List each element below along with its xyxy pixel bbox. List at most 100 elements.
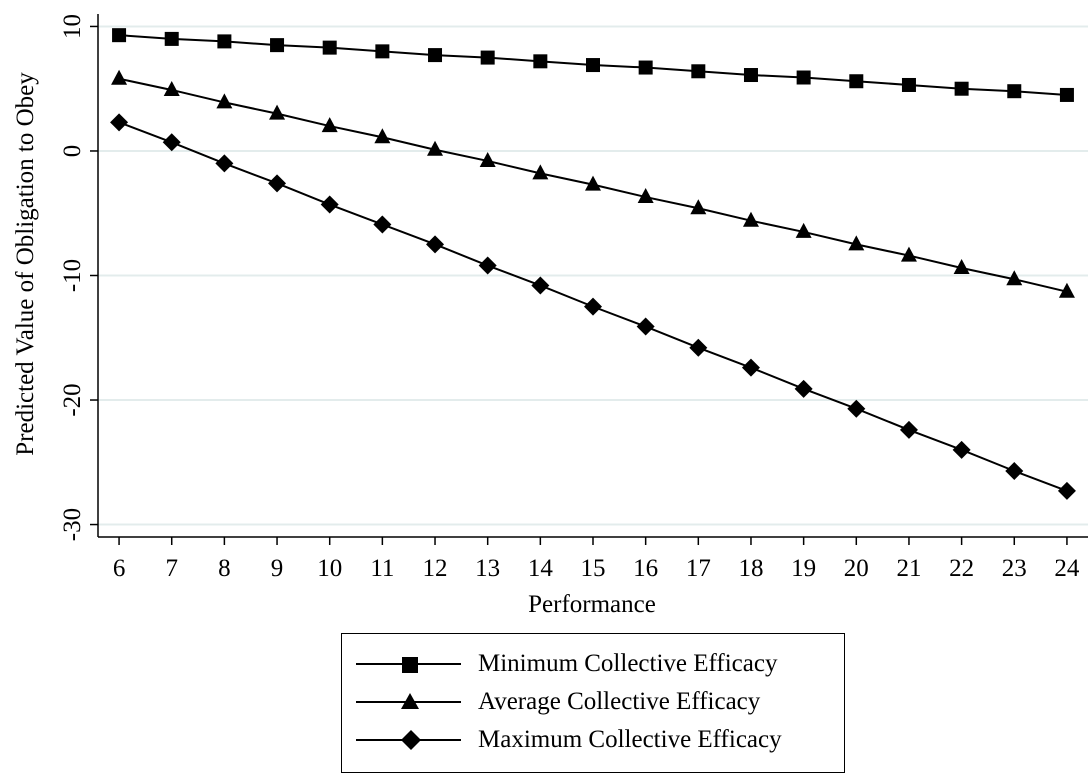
gridlines — [98, 25, 1088, 526]
legend-label-minimum: Minimum Collective Efficacy — [478, 650, 778, 677]
legend-item-minimum: Minimum Collective Efficacy — [342, 646, 844, 682]
x-tick-label: 18 — [738, 555, 763, 582]
data-point-diamond — [689, 338, 708, 357]
y-tick-label: -10 — [59, 259, 86, 292]
data-point-square — [1059, 87, 1074, 102]
data-point-square — [217, 34, 232, 49]
data-point-triangle — [374, 128, 391, 144]
data-point-triangle — [216, 93, 233, 109]
series-2 — [111, 69, 1075, 298]
data-point-triangle — [585, 175, 601, 191]
y-tick-label: -20 — [59, 383, 86, 416]
data-point-diamond — [584, 297, 602, 316]
x-tick-label: 14 — [528, 555, 554, 582]
data-point-triangle — [111, 69, 128, 85]
triangle-marker-icon — [401, 693, 419, 709]
data-point-square — [1007, 84, 1022, 99]
x-tick-label: 20 — [844, 555, 869, 582]
x-tick-label: 8 — [218, 555, 231, 582]
legend-item-average: Average Collective Efficacy — [342, 684, 844, 720]
x-tick-label: 19 — [791, 555, 816, 582]
data-point-diamond — [952, 440, 971, 459]
data-point-triangle — [690, 199, 707, 215]
x-tick-label: 6 — [113, 555, 126, 582]
data-point-square — [322, 40, 337, 55]
data-point-square — [743, 68, 758, 83]
x-tick-label: 21 — [896, 555, 921, 582]
axes: 10 0 -10 -20 -30 6 7 8 9 10 11 12 13 14 15 16 17 18 19 20 21… — [59, 14, 1088, 582]
data-point-triangle — [321, 117, 338, 133]
data-point-diamond — [1005, 462, 1024, 481]
legend: Minimum Collective Efficacy Average Coll… — [341, 633, 845, 773]
x-tick-label: 7 — [165, 555, 178, 582]
y-tick-label: -30 — [59, 508, 86, 541]
square-marker-icon — [402, 657, 418, 673]
data-point-triangle — [479, 151, 496, 167]
x-tick-label: 12 — [423, 555, 448, 582]
data-point-square — [586, 58, 600, 73]
data-point-diamond — [636, 317, 655, 336]
data-point-square — [533, 54, 548, 69]
data-point-diamond — [426, 235, 445, 254]
data-point-square — [480, 50, 495, 65]
x-tick-label: 10 — [317, 555, 342, 582]
x-tick-label: 11 — [370, 555, 394, 582]
series-group — [110, 28, 1076, 500]
data-point-triangle — [163, 80, 180, 96]
data-point-square — [901, 77, 916, 92]
y-tick-label: 0 — [59, 145, 86, 158]
series-1 — [112, 28, 1074, 102]
data-point-triangle — [269, 104, 286, 120]
data-point-square — [375, 44, 390, 59]
data-point-square — [796, 70, 811, 85]
data-point-square — [691, 64, 706, 79]
y-axis-label: Predicted Value of Obligation to Obey — [12, 72, 39, 456]
data-point-square — [638, 60, 653, 75]
legend-label-maximum: Maximum Collective Efficacy — [478, 726, 782, 753]
data-point-square — [849, 74, 864, 89]
x-tick-label: 22 — [949, 555, 974, 582]
data-point-diamond — [794, 379, 813, 398]
data-point-diamond — [1057, 481, 1076, 500]
data-point-square — [270, 38, 285, 53]
data-point-diamond — [741, 358, 760, 377]
x-tick-label: 16 — [633, 555, 658, 582]
diamond-marker-icon — [401, 730, 421, 750]
data-point-square — [954, 81, 969, 96]
data-point-diamond — [215, 154, 234, 173]
data-point-square — [112, 28, 127, 43]
data-point-diamond — [478, 256, 497, 275]
data-point-diamond — [847, 399, 866, 418]
x-tick-label: 13 — [475, 555, 500, 582]
data-point-diamond — [373, 215, 392, 234]
x-tick-label: 24 — [1054, 555, 1080, 582]
data-point-triangle — [427, 140, 444, 156]
data-point-triangle — [953, 259, 970, 275]
data-point-diamond — [531, 276, 550, 295]
data-point-diamond — [899, 420, 918, 439]
data-point-diamond — [268, 174, 287, 193]
x-axis-label: Performance — [528, 591, 656, 618]
data-point-triangle — [742, 211, 759, 227]
data-point-triangle — [637, 188, 654, 204]
data-point-triangle — [900, 246, 917, 262]
y-tick-label: 10 — [59, 14, 86, 39]
data-point-diamond — [162, 133, 181, 152]
data-point-triangle — [1006, 270, 1023, 286]
data-point-square — [164, 31, 179, 46]
data-point-diamond — [320, 195, 339, 214]
x-tick-label: 17 — [686, 555, 711, 582]
data-point-triangle — [1058, 282, 1075, 298]
x-tick-label: 9 — [271, 555, 284, 582]
data-point-square — [428, 48, 443, 63]
series-3 — [110, 113, 1076, 500]
data-point-triangle — [532, 164, 549, 180]
x-tick-label: 15 — [581, 555, 606, 582]
data-point-triangle — [848, 235, 865, 251]
legend-item-maximum: Maximum Collective Efficacy — [342, 722, 844, 758]
legend-label-average: Average Collective Efficacy — [478, 688, 761, 715]
x-tick-label: 23 — [1002, 555, 1027, 582]
data-point-triangle — [795, 222, 812, 238]
data-point-diamond — [110, 113, 129, 132]
